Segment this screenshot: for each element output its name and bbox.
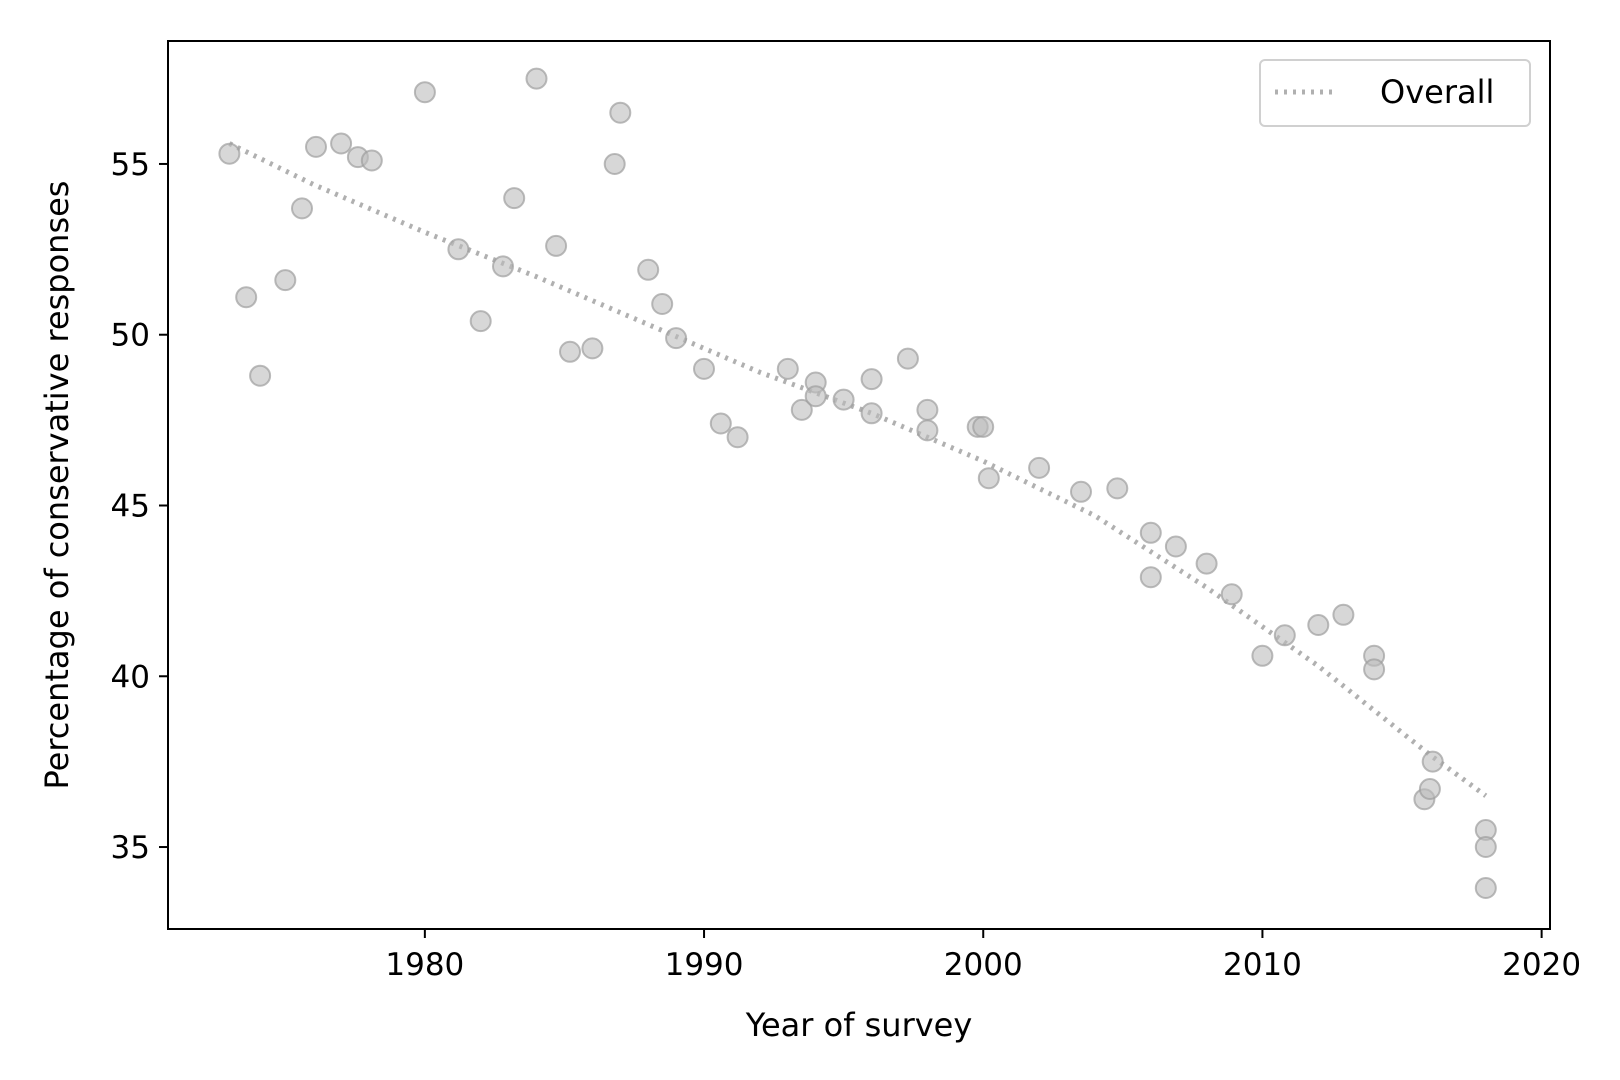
x-tick-label: 2000 — [944, 947, 1023, 983]
data-point — [492, 255, 514, 278]
data-point — [330, 132, 353, 155]
data-point — [1421, 750, 1444, 773]
data-point — [413, 81, 436, 104]
data-point — [305, 135, 327, 158]
y-tick-label: 50 — [111, 318, 150, 354]
data-point — [545, 234, 568, 257]
data-point — [972, 415, 995, 438]
data-point — [218, 142, 241, 165]
data-point — [1220, 583, 1243, 606]
data-point — [235, 286, 258, 309]
data-point — [651, 293, 674, 315]
data-point — [776, 357, 799, 380]
data-point — [1139, 521, 1162, 544]
y-tick-label: 40 — [111, 659, 150, 695]
data-point — [977, 467, 1000, 490]
data-point — [860, 402, 883, 425]
data-point — [503, 187, 526, 210]
legend: Overall — [1259, 59, 1531, 127]
x-tick-label: 2020 — [1502, 947, 1581, 983]
data-point — [709, 412, 732, 435]
data-point — [832, 388, 855, 411]
trend-layer — [228, 141, 1488, 798]
y-tick-label: 55 — [111, 147, 150, 183]
data-point — [447, 238, 470, 261]
data-point — [1106, 477, 1129, 500]
data-point — [274, 269, 297, 292]
data-point — [603, 153, 626, 175]
data-point — [360, 149, 383, 172]
data-point — [249, 364, 272, 387]
data-point — [790, 398, 813, 421]
data-point — [1474, 836, 1497, 858]
y-tick-label: 35 — [111, 830, 150, 866]
data-point — [1164, 535, 1187, 558]
x-axis: 1980 1990 2000 2010 2020 — [385, 929, 1581, 983]
x-tick-label: 2010 — [1223, 947, 1302, 983]
data-point — [1139, 566, 1162, 589]
data-point — [804, 385, 827, 408]
data-point — [1273, 624, 1296, 647]
data-point — [525, 67, 548, 90]
data-point — [1028, 456, 1051, 479]
x-axis-label: Year of survey — [745, 1006, 973, 1044]
y-axis: 35 40 45 50 55 — [111, 147, 168, 866]
data-point — [1418, 778, 1441, 800]
data-point — [860, 368, 883, 391]
data-point — [1332, 603, 1355, 626]
data-point — [469, 310, 492, 333]
data-point — [1363, 658, 1386, 681]
data-point — [693, 357, 715, 380]
legend-label-overall: Overall — [1380, 73, 1494, 111]
data-point — [581, 337, 604, 360]
trend-line-0 — [228, 141, 1488, 798]
data-point — [1307, 614, 1330, 636]
plot-frame — [167, 40, 1551, 930]
data-point — [1474, 877, 1497, 899]
y-tick-label: 45 — [111, 488, 150, 524]
data-point — [726, 426, 749, 449]
data-point — [665, 327, 688, 350]
y-axis-label: Percentage of conservative responses — [38, 181, 76, 790]
x-tick-label: 1980 — [385, 947, 464, 983]
x-tick-label: 1990 — [665, 947, 744, 983]
legend-box — [1259, 59, 1531, 127]
data-point — [1070, 480, 1092, 503]
data-point — [916, 419, 939, 442]
data-point — [1195, 552, 1218, 575]
data-point — [637, 258, 660, 281]
data-point — [559, 340, 581, 363]
data-point — [916, 398, 939, 421]
data-point — [291, 197, 313, 220]
data-point — [896, 347, 919, 370]
points-layer — [218, 67, 1497, 899]
data-point — [1251, 644, 1274, 667]
data-point — [609, 101, 632, 124]
